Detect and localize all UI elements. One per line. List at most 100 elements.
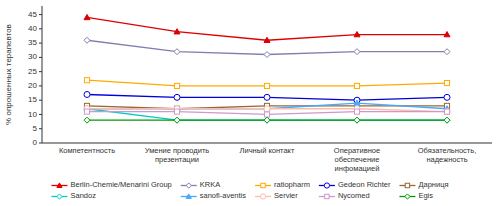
series-marker [84,109,89,114]
legend-label: Berlin-Chemie/Menarini Group [70,180,171,189]
y-tick-label: 0 [33,138,38,147]
series-marker [264,94,270,100]
series-marker [354,109,359,114]
legend-label: Servier [274,191,298,200]
legend-item: KRKA [181,180,220,189]
x-tick-label-line: Умение проводить [145,146,210,155]
legend-item: Sandoz [51,191,96,200]
legend-label: Nycomed [338,191,370,200]
legend-item: Egis [399,191,433,200]
legend-label: KRKA [200,180,220,189]
legend-marker [186,194,191,199]
y-tick-label: 10 [28,110,37,119]
series [84,100,450,111]
y-tick-label: 25 [28,67,37,76]
legend-item: Servier [255,191,298,200]
series [84,14,450,42]
legend: Berlin-Chemie/Menarini Group KRKA ratiopha… [51,180,448,200]
y-tick [39,114,42,115]
y-tick [39,43,42,44]
legend-marker [325,194,329,198]
series-marker [444,32,450,37]
x-tick-label: Обязательность,надежность [418,146,477,164]
series-marker [174,29,180,34]
series-marker [174,49,180,55]
legend-label: Gedeon Richter [338,180,391,189]
y-tick [39,128,42,129]
series-marker [264,112,269,117]
x-tick-label: Компетентность [59,146,115,155]
y-axis-label: % опрошенных терапевтов [4,24,13,125]
y-tick [39,100,42,101]
x-tick-label-line: обеспечение [335,155,380,164]
series-marker [264,37,270,42]
series-marker [444,109,450,115]
series-marker [444,81,449,86]
y-tick [39,71,42,72]
series-marker [84,117,90,123]
legend-marker [261,183,265,187]
legend-item: Berlin-Chemie/Menarini Group [51,180,171,189]
legend-item: Дарниця [399,180,448,189]
series [84,37,450,57]
series-marker [264,117,270,123]
legend-item: ratiopharm [255,180,310,189]
series-marker [84,14,90,19]
y-tick-label: 40 [28,24,37,33]
y-tick-label: 5 [33,124,38,133]
series-marker [84,78,89,83]
series-marker [444,49,450,55]
plot-area [84,14,450,123]
y-axis-line [42,6,43,143]
series-marker [174,117,180,123]
series-marker [264,106,270,111]
series-marker [264,117,270,123]
series-marker [354,117,360,123]
y-tick [39,143,42,144]
legend-label: Дарниця [418,180,448,189]
x-tick-label: Умение проводитьпрезентации [145,146,210,164]
series-marker [174,83,179,88]
series-marker [354,117,360,123]
legend-marker [186,183,191,188]
x-tick-label: Личный контакт [240,146,295,155]
series-marker [354,100,360,105]
y-tick-label: 35 [28,38,37,47]
y-tick [39,28,42,29]
y-tick-label: 30 [28,52,37,61]
series [84,106,450,123]
chart: 051015202530354045% опрошенных терапевто… [0,0,500,206]
series-marker [354,49,360,55]
axes: 051015202530354045% опрошенных терапевто… [4,6,492,173]
series-marker [354,83,359,88]
y-tick [39,57,42,58]
series [84,78,449,89]
legend-marker [324,183,329,188]
x-tick-label-line: инфомацией [335,164,380,173]
legend-marker [405,183,409,187]
legend-label: Sandoz [70,191,96,200]
series-marker [264,83,269,88]
series-marker [444,94,450,100]
series [84,117,450,123]
legend-item: sanofi-aventis [181,191,247,200]
series-marker [444,117,450,123]
x-tick-label-line: Обязательность, [418,146,477,155]
x-tick-label-line: Компетентность [59,146,115,155]
y-tick-label: 20 [28,81,37,90]
x-tick-label-line: Оперативное [334,146,380,155]
series-marker [264,106,270,112]
series-marker [444,117,450,123]
x-tick-label-line: презентации [155,155,199,164]
x-axis-line [42,143,492,144]
legend-item: Nycomed [319,191,370,200]
legend-label: Egis [418,191,433,200]
series-marker [354,32,360,37]
series-marker [174,109,179,114]
legend-marker [57,183,62,188]
series-marker [174,117,180,123]
y-tick [39,85,42,86]
series-marker [264,52,270,58]
legend-marker [57,194,62,199]
series-marker [84,37,90,43]
